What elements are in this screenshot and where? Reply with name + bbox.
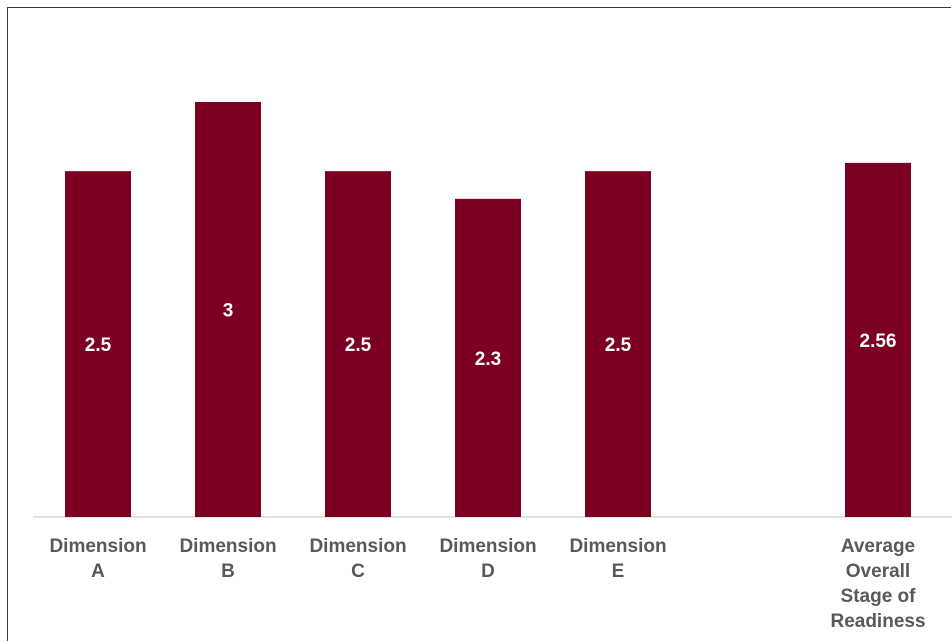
bar-value-label-2: 2.5 bbox=[345, 335, 372, 356]
x-tick-label-1: Dimension B bbox=[179, 536, 276, 582]
bar-value-label-0: 2.5 bbox=[85, 335, 112, 356]
bar-value-label-4: 2.5 bbox=[605, 335, 632, 356]
value-labels-group: 2.5 3 2.5 2.3 2.5 2.56 bbox=[85, 301, 897, 370]
x-tick-label-line: D bbox=[481, 561, 495, 582]
bar-2 bbox=[325, 171, 391, 517]
x-tick-label-line: A bbox=[91, 561, 105, 582]
x-tick-label-2: Dimension C bbox=[309, 536, 406, 582]
bar-0 bbox=[65, 171, 131, 517]
bar-1 bbox=[195, 102, 261, 517]
x-tick-label-line: Dimension bbox=[309, 536, 406, 557]
x-tick-label-3: Dimension D bbox=[439, 536, 536, 582]
x-tick-label-4: Dimension E bbox=[569, 536, 666, 582]
bar-value-label-6: 2.56 bbox=[860, 331, 897, 352]
x-tick-label-line: Average bbox=[841, 536, 915, 557]
x-tick-label-line: Stage of bbox=[841, 586, 917, 607]
x-tick-label-line: Dimension bbox=[569, 536, 666, 557]
bar-4 bbox=[585, 171, 651, 517]
x-tick-label-line: E bbox=[612, 561, 625, 582]
bar-3 bbox=[455, 198, 521, 518]
bar-value-label-1: 3 bbox=[223, 301, 234, 322]
x-tick-label-line: Dimension bbox=[179, 536, 276, 557]
x-tick-label-line: B bbox=[221, 561, 235, 582]
x-tick-label-6: Average Overall Stage of Readiness bbox=[830, 536, 925, 632]
bar-value-label-3: 2.3 bbox=[475, 349, 501, 370]
x-tick-label-line: C bbox=[351, 561, 365, 582]
x-tick-label-line: Readiness bbox=[830, 611, 925, 632]
x-tick-label-0: Dimension A bbox=[49, 536, 146, 582]
x-tick-label-line: Dimension bbox=[439, 536, 536, 557]
x-tick-label-line: Overall bbox=[846, 561, 910, 582]
bar-6 bbox=[845, 162, 911, 517]
x-tick-label-line: Dimension bbox=[49, 536, 146, 557]
bars-group bbox=[65, 102, 911, 518]
